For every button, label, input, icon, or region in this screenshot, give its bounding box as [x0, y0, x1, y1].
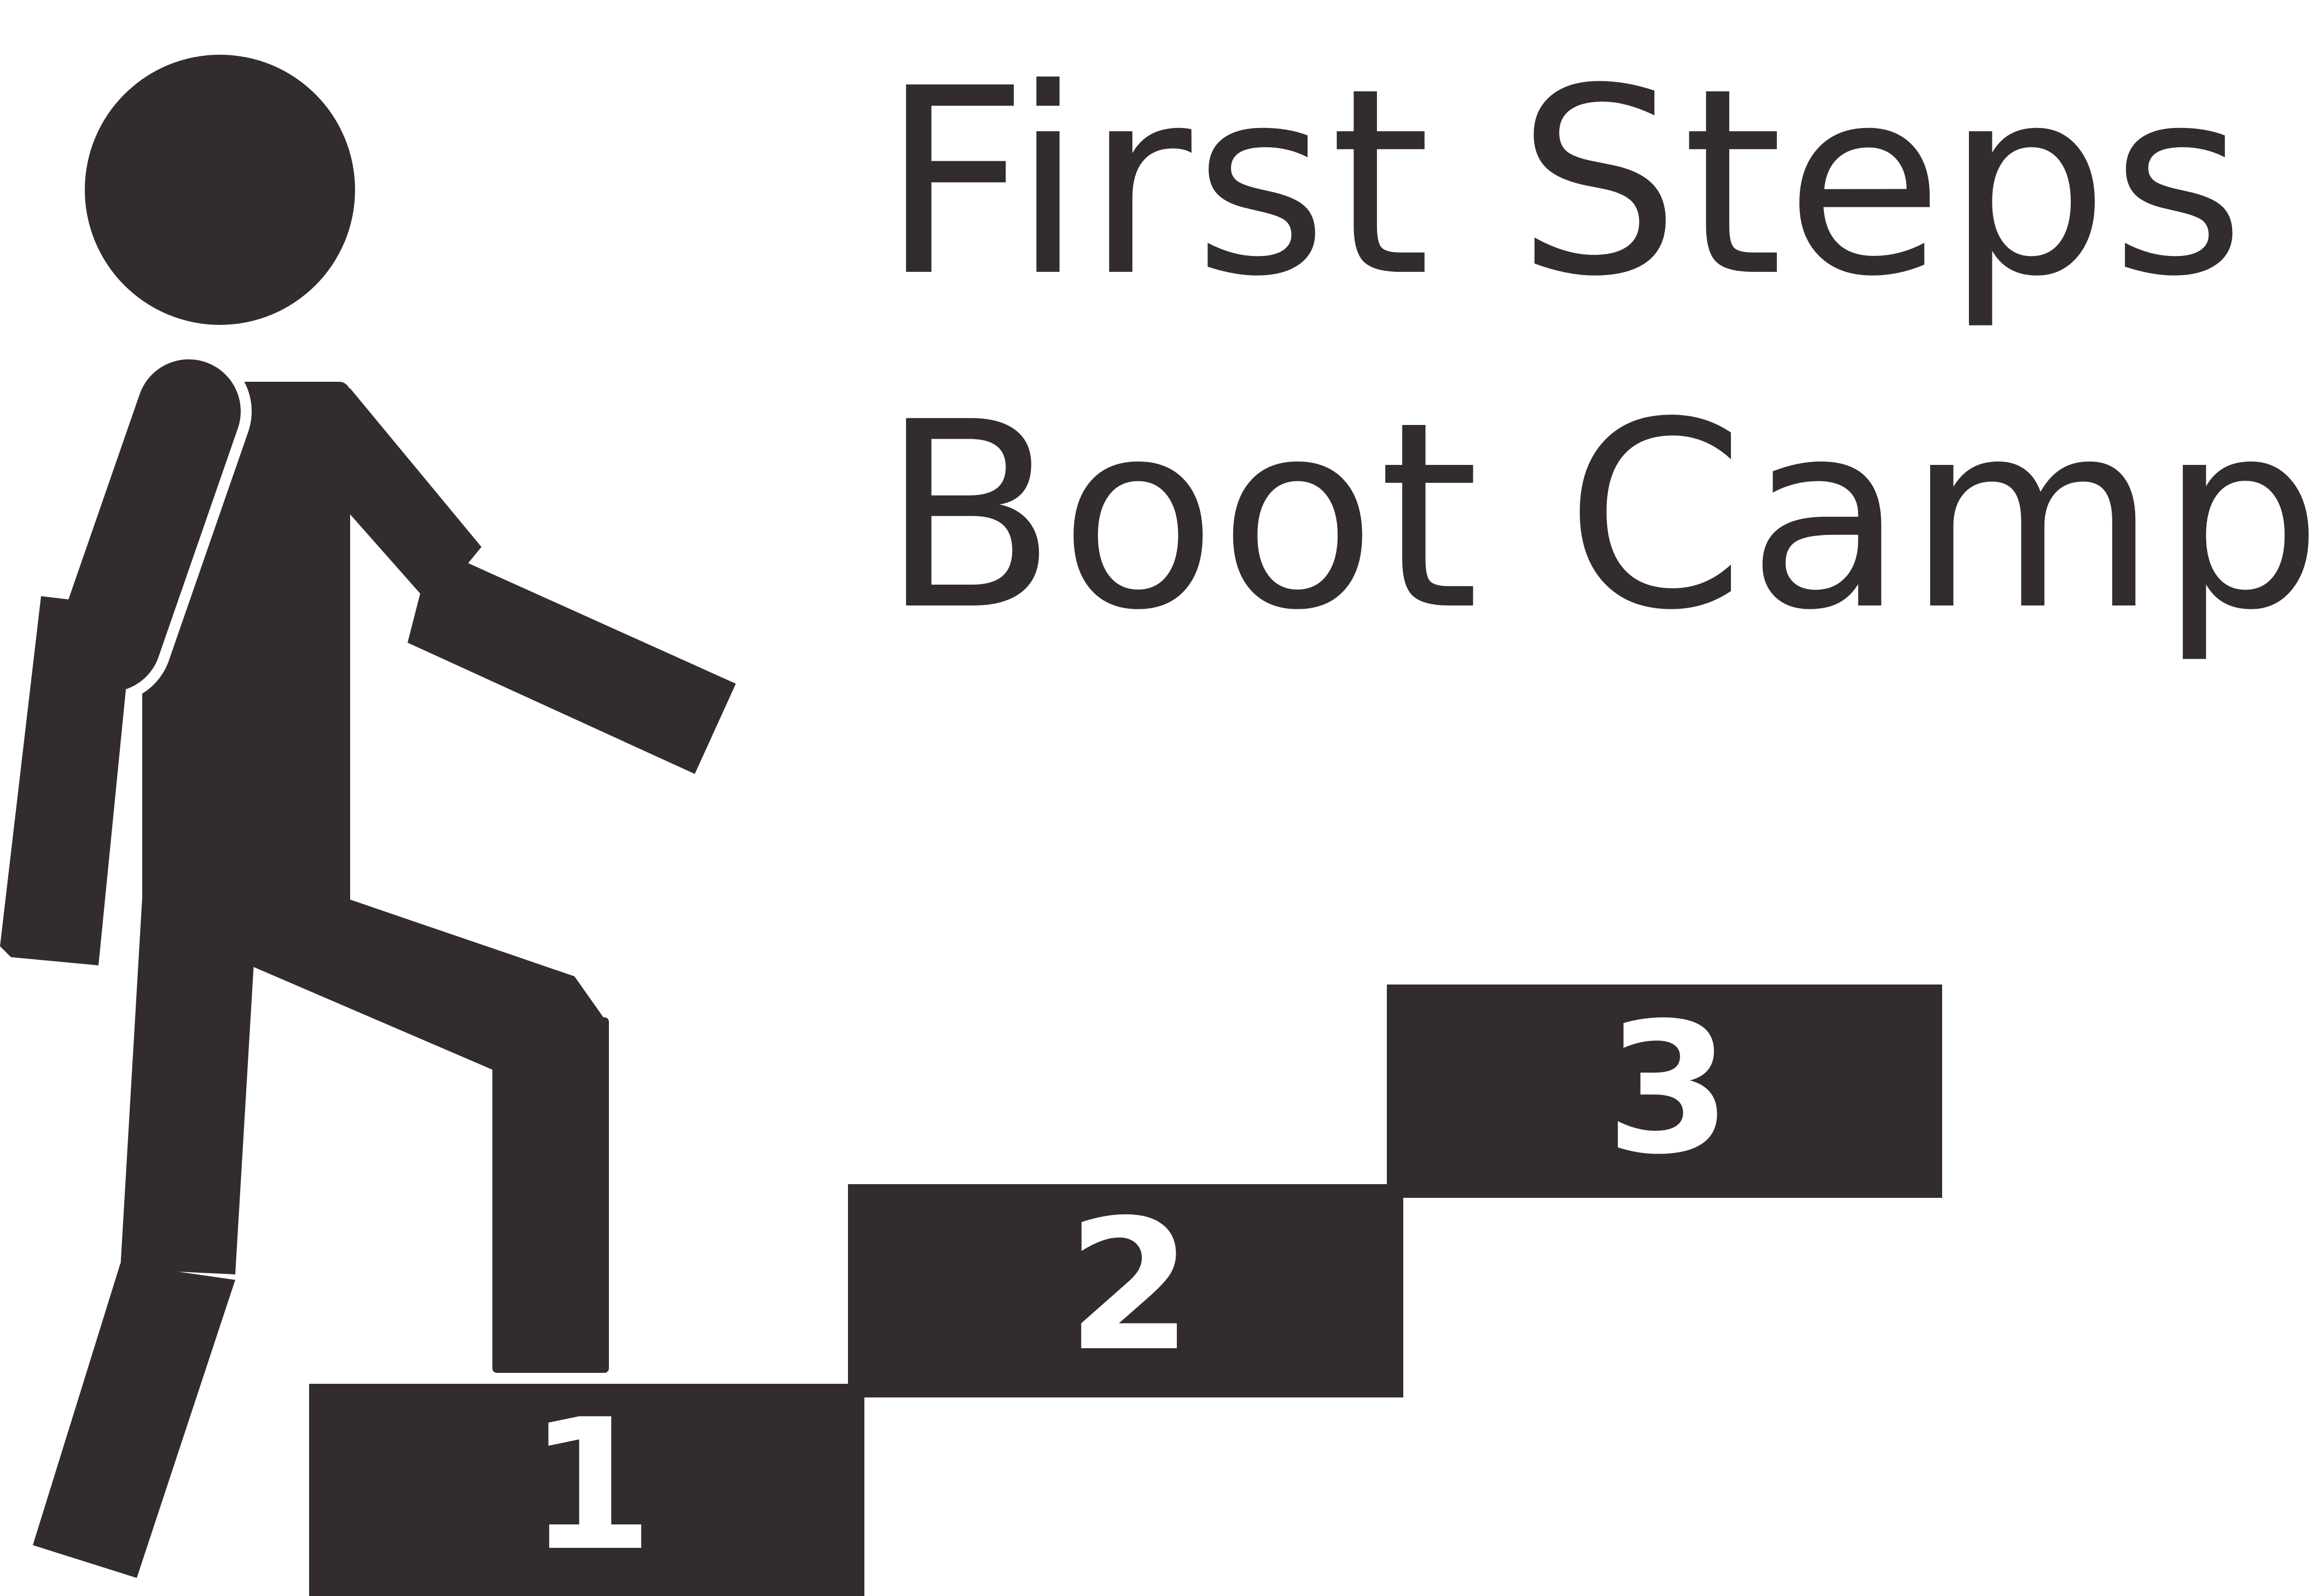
staircase: 1 2 3: [309, 984, 1942, 1596]
step-3-number: 3: [1606, 984, 1732, 1194]
figure-back-upper-arm: [57, 359, 241, 692]
figure-front-shin: [492, 1017, 609, 1373]
step-3: [1387, 985, 1942, 1198]
figure-front-forearm: [408, 547, 736, 774]
figure-back-shin: [33, 1263, 235, 1578]
title-line-2: Boot Camp: [881, 367, 2324, 666]
step-2: [848, 1184, 1403, 1397]
step-2-number: 2: [1067, 1181, 1193, 1391]
figure-back-forearm: [0, 596, 134, 965]
figure-head: [85, 55, 355, 325]
figure-back-thigh: [120, 897, 257, 1274]
walking-person-icon: [0, 55, 736, 1578]
title-line-1: First Steps: [881, 33, 2247, 333]
title-block: First Steps Boot Camp: [881, 16, 2324, 684]
step-1: [309, 1384, 864, 1596]
step-1-number: 1: [528, 1381, 654, 1591]
